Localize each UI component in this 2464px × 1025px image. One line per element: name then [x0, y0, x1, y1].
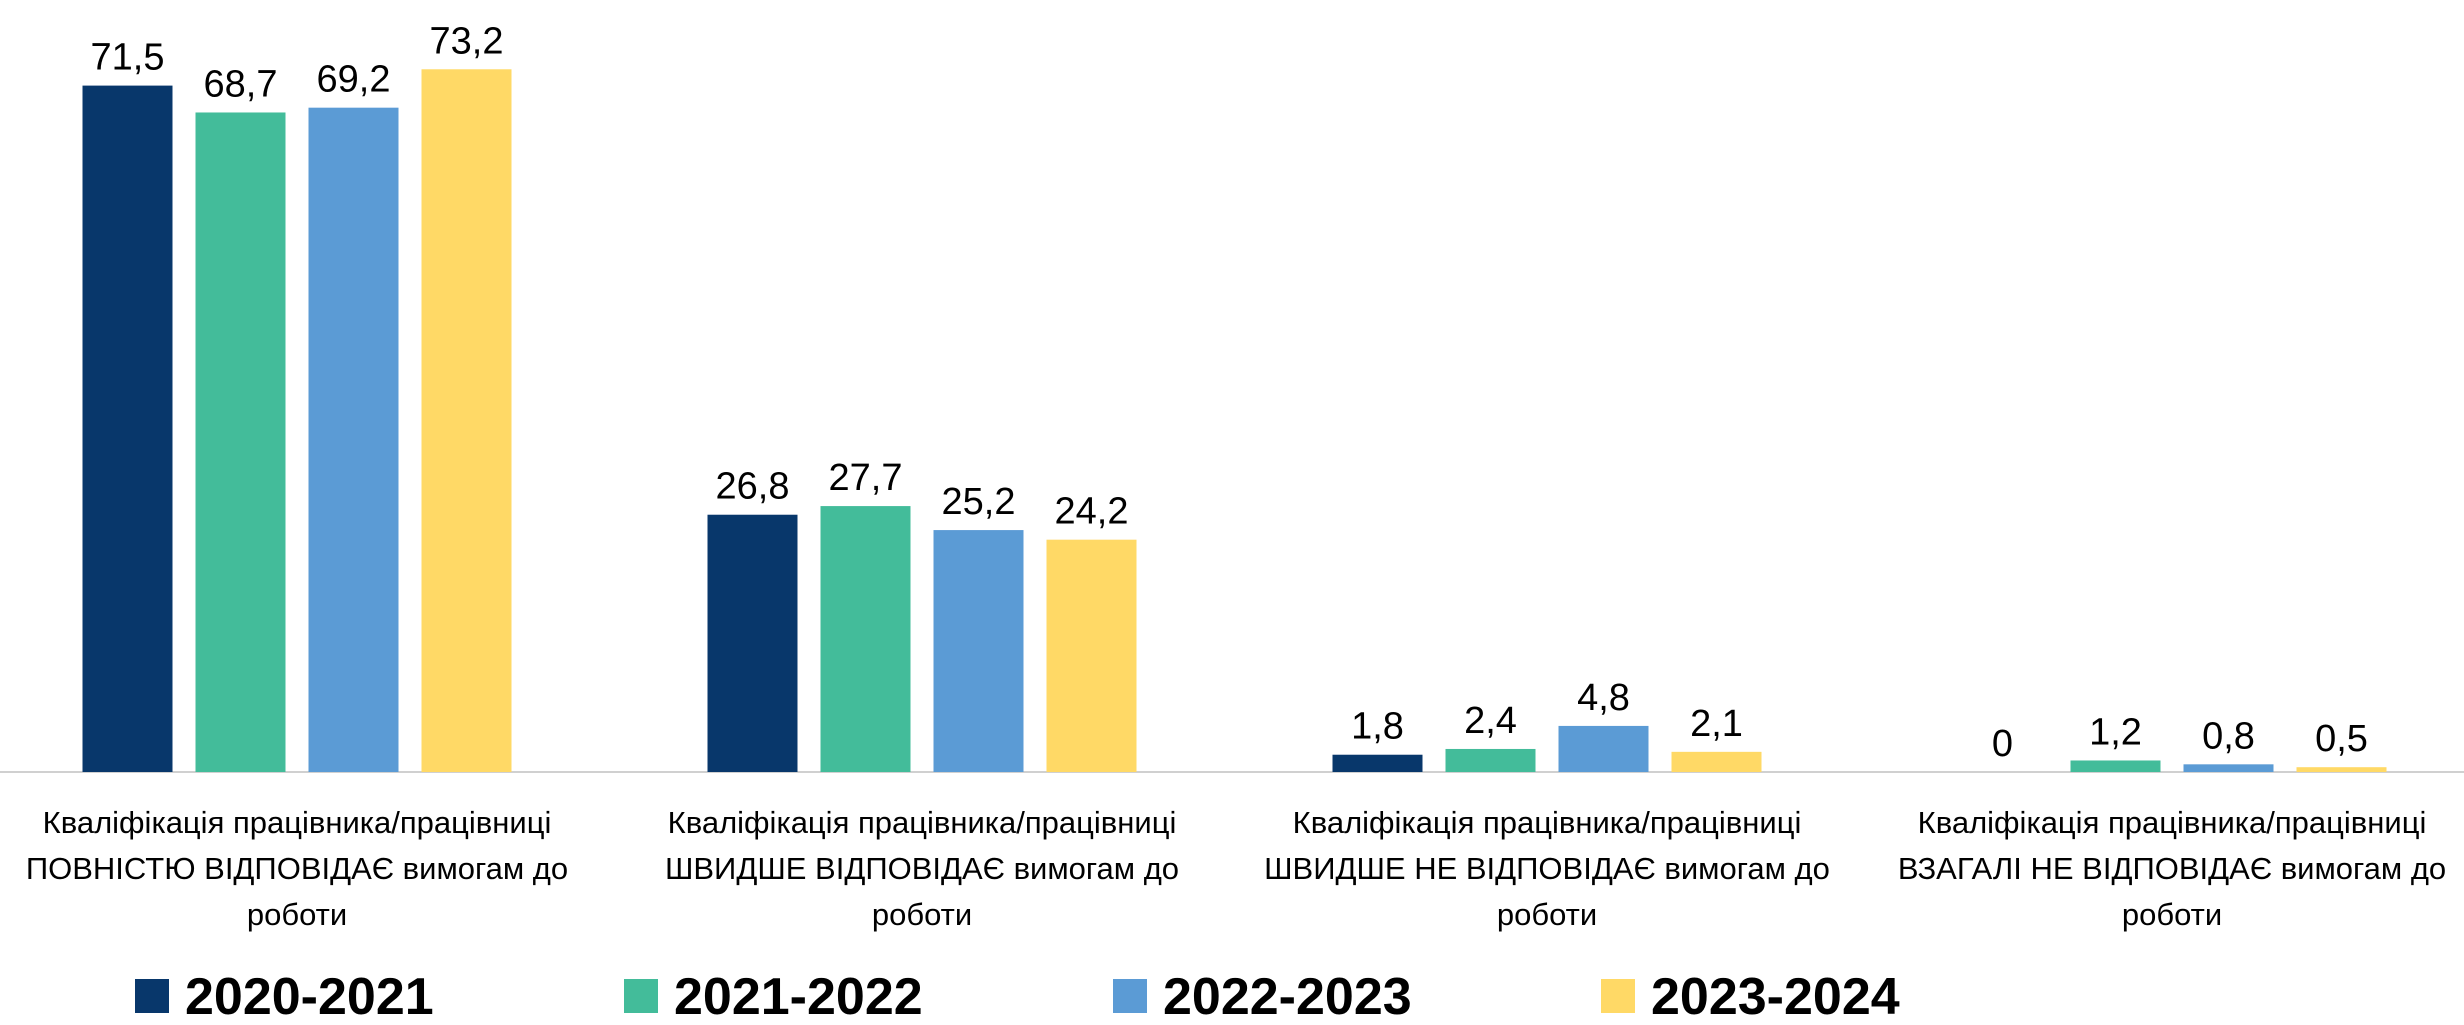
- data-label: 4,8: [1577, 677, 1630, 719]
- data-label: 26,8: [716, 466, 790, 508]
- legend-label: 2021-2022: [674, 968, 923, 1025]
- data-label: 0: [1992, 723, 2013, 765]
- data-label: 1,8: [1351, 706, 1404, 748]
- bar: [707, 514, 798, 772]
- data-label: 27,7: [829, 457, 903, 499]
- bar: [1445, 748, 1536, 772]
- data-label: 73,2: [430, 20, 504, 62]
- legend-swatch: [135, 979, 169, 1013]
- bar: [2070, 760, 2161, 772]
- x-tick-label: Кваліфікація працівника/працівниці ШВИДШ…: [664, 805, 1180, 932]
- data-label: 0,8: [2202, 715, 2255, 757]
- legend-label: 2023-2024: [1651, 968, 1900, 1025]
- legend-label: 2022-2023: [1163, 968, 1412, 1025]
- bar: [195, 112, 286, 773]
- legend-swatch: [624, 979, 658, 1013]
- data-label: 0,5: [2315, 718, 2368, 760]
- bar: [1332, 754, 1423, 772]
- data-label: 25,2: [942, 481, 1016, 523]
- data-label: 68,7: [204, 63, 278, 105]
- bar: [421, 69, 512, 772]
- data-label: 71,5: [91, 37, 165, 79]
- bar: [820, 506, 911, 772]
- bar: [1671, 751, 1762, 772]
- data-label: 2,1: [1690, 703, 1743, 745]
- data-label: 2,4: [1464, 700, 1517, 742]
- x-tick-label: Кваліфікація працівника/працівниці ПОВНІ…: [25, 805, 569, 932]
- x-tick-label: Кваліфікація працівника/працівниці ВЗАГА…: [1897, 805, 2447, 932]
- legend-swatch: [1113, 979, 1147, 1013]
- bar: [308, 107, 399, 773]
- legend-label: 2020-2021: [185, 968, 434, 1025]
- legend-swatch: [1601, 979, 1635, 1013]
- x-tick-label: Кваліфікація працівника/працівниці ШВИДШ…: [1264, 805, 1830, 932]
- data-label: 24,2: [1055, 491, 1129, 533]
- bar: [2296, 767, 2387, 772]
- bar: [1558, 725, 1649, 772]
- bar: [82, 85, 173, 773]
- data-label: 69,2: [317, 59, 391, 101]
- bar: [1046, 539, 1137, 772]
- bar: [933, 530, 1024, 772]
- bar: [2183, 764, 2274, 772]
- data-label: 1,2: [2089, 711, 2142, 753]
